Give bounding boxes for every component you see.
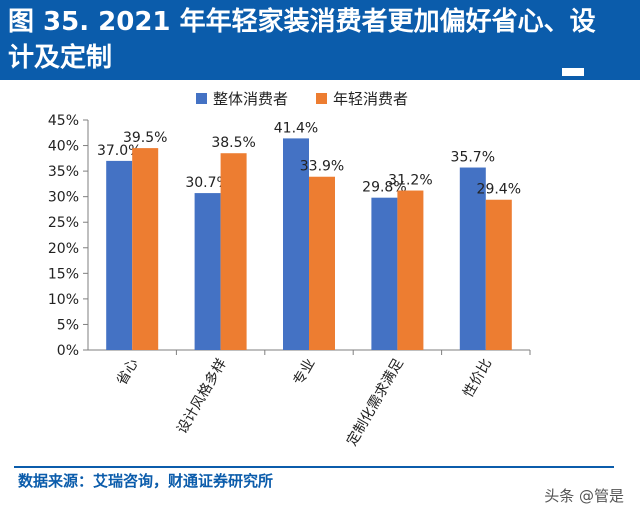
bar-overall [194, 193, 221, 350]
x-category-label: 专业 [291, 356, 319, 388]
banner-corner-mark [562, 68, 584, 76]
bar-young [309, 176, 335, 350]
source-note: 数据来源：艾瑞咨询，财通证券研究所 [18, 472, 274, 490]
data-label: 38.5% [211, 135, 255, 151]
y-tick-label: 5% [57, 317, 79, 333]
bar-young [397, 190, 424, 350]
legend-swatch-young [316, 93, 328, 104]
bar-overall [371, 197, 398, 350]
data-label: 29.8% [362, 180, 406, 196]
data-label: 30.7% [185, 175, 229, 191]
bar-chart: 0% 5% 10% 15% 20% 25% 30% 35% 40% 45% 37.0%39.5% 省心… [48, 113, 531, 449]
data-label: 41.4% [274, 120, 318, 136]
x-category-label: 性价比 [460, 356, 495, 400]
source-divider [14, 466, 614, 468]
legend-item-overall: 整体消费者 [196, 88, 288, 109]
data-label: 33.9% [300, 159, 344, 175]
data-label: 39.5% [123, 130, 167, 146]
data-label: 37.0% [97, 143, 141, 159]
x-category-label: 定制化需求满足 [344, 356, 407, 449]
chart-legend: 整体消费者 年轻消费者 [196, 88, 408, 109]
figure-title: 图 35. 2021 年年轻家装消费者更加偏好省心、设计及定制 [8, 7, 596, 73]
chart-area: 0% 5% 10% 15% 20% 25% 30% 35% 40% 45% 37.0% 39.5% 省心… [10, 82, 590, 454]
bar-young [485, 199, 512, 350]
y-tick-label: 40% [48, 139, 79, 155]
bar-overall [106, 160, 133, 350]
y-tick-label: 15% [48, 266, 79, 282]
bar-overall [459, 167, 486, 350]
y-tick-label: 35% [48, 164, 79, 180]
legend-label-young: 年轻消费者 [333, 90, 409, 108]
legend-item-young: 年轻消费者 [316, 88, 408, 109]
x-category-label: 省心 [114, 356, 142, 388]
watermark: 头条 @管是 [544, 487, 624, 505]
y-tick-label: 45% [48, 113, 79, 129]
y-tick-label: 0% [57, 343, 79, 359]
y-tick-label: 25% [48, 215, 79, 231]
legend-label-overall: 整体消费者 [213, 90, 289, 108]
data-label: 31.2% [388, 173, 432, 189]
data-label: 29.4% [477, 182, 521, 198]
bar-overall [283, 138, 309, 350]
bar-young [220, 153, 247, 350]
x-category-label: 设计风格多样 [173, 356, 230, 437]
title-banner: 图 35. 2021 年年轻家装消费者更加偏好省心、设计及定制 [0, 0, 640, 80]
legend-swatch-overall [196, 93, 207, 104]
y-tick-label: 20% [48, 241, 79, 257]
y-tick-label: 10% [48, 292, 79, 308]
data-label: 35.7% [451, 150, 495, 166]
y-tick-label: 30% [48, 190, 79, 206]
bar-young [132, 148, 159, 350]
